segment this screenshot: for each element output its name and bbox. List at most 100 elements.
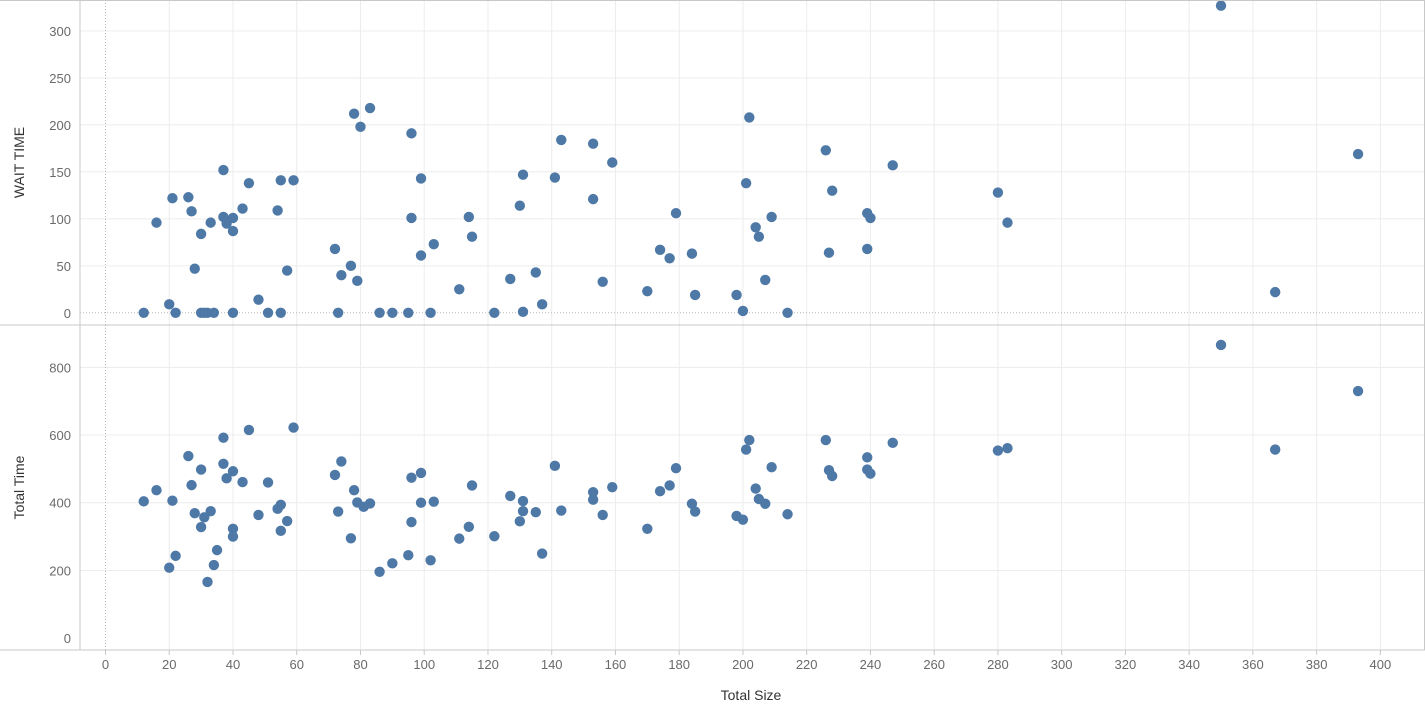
data-point[interactable] <box>489 531 500 542</box>
data-point[interactable] <box>654 486 666 497</box>
data-point[interactable] <box>517 495 529 507</box>
data-point[interactable] <box>253 294 264 305</box>
data-point[interactable] <box>262 477 274 488</box>
data-point[interactable] <box>530 507 541 518</box>
data-point[interactable] <box>345 533 357 544</box>
data-point[interactable] <box>415 467 427 479</box>
data-point[interactable] <box>865 468 876 479</box>
data-point[interactable] <box>329 243 341 255</box>
data-point[interactable] <box>992 445 1004 456</box>
data-point[interactable] <box>138 496 149 507</box>
data-point[interactable] <box>227 225 239 237</box>
data-point[interactable] <box>587 487 599 498</box>
data-point[interactable] <box>243 424 255 436</box>
data-point[interactable] <box>205 217 216 228</box>
data-point[interactable] <box>766 461 777 473</box>
data-point[interactable] <box>374 566 385 577</box>
data-point[interactable] <box>463 211 475 223</box>
data-point[interactable] <box>218 432 229 443</box>
data-point[interactable] <box>826 470 838 482</box>
data-point[interactable] <box>345 260 357 272</box>
data-point[interactable] <box>782 307 793 318</box>
data-point[interactable] <box>208 559 220 571</box>
data-point[interactable] <box>253 509 264 521</box>
data-point[interactable] <box>186 206 197 217</box>
data-point[interactable] <box>189 508 200 519</box>
data-point[interactable] <box>221 473 232 484</box>
data-point[interactable] <box>218 164 229 176</box>
data-point[interactable] <box>689 506 701 517</box>
data-point[interactable] <box>428 496 439 507</box>
data-point[interactable] <box>275 307 286 318</box>
data-point[interactable] <box>227 212 239 224</box>
data-point[interactable] <box>364 498 376 509</box>
data-point[interactable] <box>406 212 417 224</box>
data-point[interactable] <box>218 458 229 470</box>
data-point[interactable] <box>517 306 529 318</box>
data-point[interactable] <box>227 466 239 477</box>
data-point[interactable] <box>1270 444 1281 455</box>
data-point[interactable] <box>205 505 216 517</box>
data-point[interactable] <box>1270 286 1281 298</box>
data-point[interactable] <box>607 157 618 168</box>
data-point[interactable] <box>272 205 283 216</box>
data-point[interactable] <box>227 307 239 318</box>
data-point[interactable] <box>1215 0 1227 11</box>
data-point[interactable] <box>195 228 207 240</box>
data-point[interactable] <box>782 509 793 520</box>
data-point[interactable] <box>329 469 341 481</box>
data-point[interactable] <box>415 497 427 508</box>
data-point[interactable] <box>387 558 398 569</box>
data-point[interactable] <box>664 253 675 264</box>
data-point[interactable] <box>227 523 239 535</box>
data-point[interactable] <box>1002 217 1013 228</box>
data-point[interactable] <box>514 200 526 211</box>
data-point[interactable] <box>167 192 178 204</box>
data-point[interactable] <box>686 248 698 259</box>
data-point[interactable] <box>587 494 599 505</box>
data-point[interactable] <box>403 550 414 561</box>
data-point[interactable] <box>862 452 873 463</box>
data-point[interactable] <box>642 523 653 535</box>
data-point[interactable] <box>406 128 417 139</box>
data-point[interactable] <box>737 514 749 525</box>
data-point[interactable] <box>195 464 207 475</box>
data-point[interactable] <box>364 102 376 114</box>
data-point[interactable] <box>514 516 526 527</box>
data-point[interactable] <box>466 480 478 491</box>
data-point[interactable] <box>670 208 682 219</box>
data-point[interactable] <box>1002 443 1013 454</box>
data-point[interactable] <box>332 307 344 318</box>
data-point[interactable] <box>336 456 347 467</box>
data-point[interactable] <box>740 177 752 189</box>
data-point[interactable] <box>151 485 162 496</box>
data-point[interactable] <box>352 275 363 287</box>
data-point[interactable] <box>753 231 765 242</box>
data-point[interactable] <box>170 307 181 318</box>
data-point[interactable] <box>536 299 548 310</box>
data-point[interactable] <box>489 307 500 318</box>
data-point[interactable] <box>597 509 608 521</box>
data-point[interactable] <box>642 285 653 297</box>
data-point[interactable] <box>549 172 561 183</box>
data-point[interactable] <box>587 193 599 205</box>
data-point[interactable] <box>336 270 347 281</box>
data-point[interactable] <box>887 437 898 449</box>
data-point[interactable] <box>556 134 567 146</box>
data-point[interactable] <box>406 516 417 528</box>
data-point[interactable] <box>607 481 618 493</box>
data-point[interactable] <box>403 307 414 318</box>
data-point[interactable] <box>750 483 761 494</box>
data-point[interactable] <box>549 460 561 472</box>
data-point[interactable] <box>208 307 220 318</box>
data-point[interactable] <box>760 498 771 509</box>
data-point[interactable] <box>463 521 475 532</box>
data-point[interactable] <box>167 495 178 506</box>
data-point[interactable] <box>332 506 344 517</box>
data-point[interactable] <box>211 544 223 556</box>
data-point[interactable] <box>348 108 360 119</box>
data-point[interactable] <box>517 505 529 517</box>
data-point[interactable] <box>737 305 749 317</box>
data-point[interactable] <box>744 434 755 446</box>
data-point[interactable] <box>992 187 1004 198</box>
